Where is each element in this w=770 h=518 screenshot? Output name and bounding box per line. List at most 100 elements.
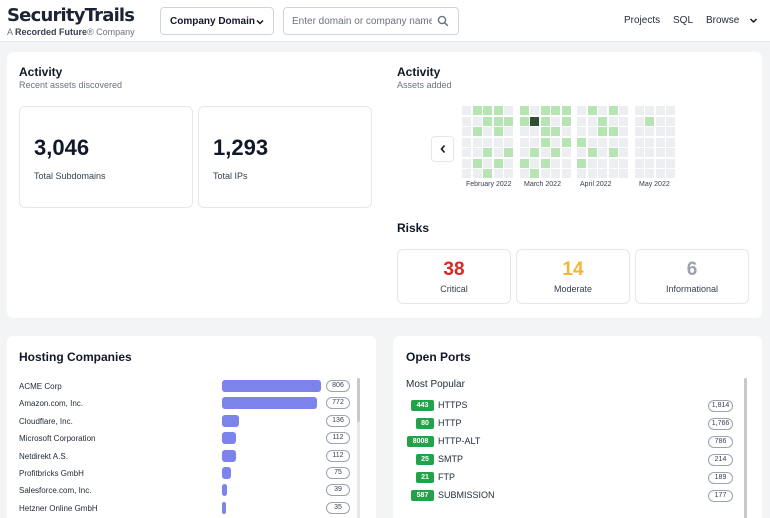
heatmap-cell[interactable]	[561, 127, 571, 136]
heatmap-cell[interactable]	[598, 169, 607, 178]
heatmap-cell[interactable]	[608, 106, 618, 115]
heatmap-cell[interactable]	[483, 116, 492, 126]
heatmap-cell[interactable]	[483, 158, 492, 168]
heatmap-cell[interactable]	[587, 127, 597, 136]
port-row[interactable]: 587 SUBMISSION 177	[393, 489, 743, 506]
port-row[interactable]: 443 HTTPS 1,814	[393, 399, 743, 416]
heatmap-cell[interactable]	[519, 116, 529, 126]
heatmap-cell[interactable]	[587, 148, 597, 157]
heatmap-cell[interactable]	[666, 106, 675, 115]
hosting-row[interactable]: Salesforce.com, Inc. 39	[19, 483, 359, 500]
heatmap-cell[interactable]	[561, 116, 571, 126]
heatmap-cell[interactable]	[504, 169, 513, 178]
heatmap-cell[interactable]	[577, 106, 586, 115]
heatmap-cell[interactable]	[483, 169, 492, 178]
heatmap-cell[interactable]	[483, 148, 492, 157]
heatmap-cell[interactable]	[619, 148, 628, 157]
hosting-row[interactable]: Hetzner Online GmbH 35	[19, 501, 359, 518]
hosting-row[interactable]: Profitbricks GmbH 75	[19, 466, 359, 483]
heatmap-cell[interactable]	[472, 127, 482, 136]
heatmap-cell[interactable]	[519, 106, 529, 115]
heatmap-cell[interactable]	[619, 169, 628, 178]
heatmap-cell[interactable]	[655, 137, 665, 147]
heatmap-cell[interactable]	[561, 158, 571, 168]
heatmap-cell[interactable]	[634, 158, 644, 168]
heatmap-cell[interactable]	[666, 116, 675, 126]
heatmap-cell[interactable]	[619, 116, 628, 126]
ports-scrollbar[interactable]	[744, 378, 747, 518]
heatmap-cell[interactable]	[493, 148, 503, 157]
heatmap-cell[interactable]	[462, 158, 471, 168]
heatmap-cell[interactable]	[577, 127, 586, 136]
heatmap-cell[interactable]	[504, 158, 513, 168]
heatmap-cell[interactable]	[645, 127, 654, 136]
heatmap-cell[interactable]	[540, 148, 550, 157]
heatmap-cell[interactable]	[645, 169, 654, 178]
heatmap-cell[interactable]	[483, 106, 492, 115]
risk-card-informational[interactable]: 6 Informational	[635, 249, 749, 304]
heatmap-cell[interactable]	[493, 116, 503, 126]
heatmap-cell[interactable]	[587, 158, 597, 168]
heatmap-cell[interactable]	[483, 127, 492, 136]
heatmap-cell[interactable]	[530, 148, 539, 157]
port-row[interactable]: 8008 HTTP-ALT 786	[393, 435, 743, 452]
heatmap-cell[interactable]	[540, 127, 550, 136]
heatmap-cell[interactable]	[634, 137, 644, 147]
heatmap-cell[interactable]	[561, 169, 571, 178]
nav-projects[interactable]: Projects	[624, 15, 661, 26]
heatmap-cell[interactable]	[608, 116, 618, 126]
heatmap-cell[interactable]	[519, 169, 529, 178]
risk-card-moderate[interactable]: 14 Moderate	[516, 249, 630, 304]
heatmap-cell[interactable]	[551, 137, 560, 147]
heatmap-cell[interactable]	[540, 116, 550, 126]
heatmap-cell[interactable]	[645, 158, 654, 168]
hosting-row[interactable]: ACME Corp 806	[19, 379, 359, 396]
heatmap-cell[interactable]	[551, 106, 560, 115]
stat-card-ips[interactable]: 1,293 Total IPs	[198, 106, 372, 208]
heatmap-cell[interactable]	[634, 106, 644, 115]
heatmap-cell[interactable]	[608, 169, 618, 178]
hosting-row[interactable]: Cloudflare, Inc. 136	[19, 414, 359, 431]
heatmap-cell[interactable]	[577, 116, 586, 126]
heatmap-cell[interactable]	[530, 158, 539, 168]
heatmap-cell[interactable]	[540, 158, 550, 168]
heatmap-cell[interactable]	[655, 127, 665, 136]
port-row[interactable]: 25 SMTP 214	[393, 453, 743, 470]
heatmap-cell[interactable]	[551, 116, 560, 126]
heatmap-cell[interactable]	[462, 137, 471, 147]
heatmap-cell[interactable]	[551, 158, 560, 168]
heatmap-cell[interactable]	[504, 148, 513, 157]
risk-card-critical[interactable]: 38 Critical	[397, 249, 511, 304]
heatmap-cell[interactable]	[462, 106, 471, 115]
heatmap-cell[interactable]	[645, 116, 654, 126]
heatmap-cell[interactable]	[598, 116, 607, 126]
heatmap-cell[interactable]	[666, 169, 675, 178]
heatmap-cell[interactable]	[483, 137, 492, 147]
heatmap-cell[interactable]	[519, 137, 529, 147]
heatmap-cell[interactable]	[519, 127, 529, 136]
heatmap-cell[interactable]	[655, 106, 665, 115]
securitytrails-logo[interactable]: SecurityTrails A Recorded Future® Compan…	[7, 6, 135, 38]
heatmap-cell[interactable]	[551, 148, 560, 157]
heatmap-cell[interactable]	[493, 106, 503, 115]
heatmap-cell[interactable]	[608, 148, 618, 157]
heatmap-cell[interactable]	[608, 158, 618, 168]
heatmap-cell[interactable]	[634, 116, 644, 126]
heatmap-cell[interactable]	[645, 106, 654, 115]
heatmap-cell[interactable]	[462, 148, 471, 157]
heatmap-cell[interactable]	[619, 127, 628, 136]
hosting-row[interactable]: Netdirekt A.S. 112	[19, 449, 359, 466]
heatmap-cell[interactable]	[619, 106, 628, 115]
search-type-select[interactable]: Company Domain	[160, 7, 274, 35]
stat-card-subdomains[interactable]: 3,046 Total Subdomains	[19, 106, 193, 208]
heatmap-cell[interactable]	[666, 127, 675, 136]
heatmap-cell[interactable]	[472, 148, 482, 157]
heatmap-cell[interactable]	[634, 127, 644, 136]
heatmap-cell[interactable]	[493, 127, 503, 136]
heatmap-prev-button[interactable]	[431, 136, 454, 162]
heatmap-cell[interactable]	[561, 148, 571, 157]
heatmap-cell[interactable]	[561, 106, 571, 115]
heatmap-cell[interactable]	[666, 148, 675, 157]
heatmap-cell[interactable]	[655, 148, 665, 157]
heatmap-cell[interactable]	[540, 169, 550, 178]
